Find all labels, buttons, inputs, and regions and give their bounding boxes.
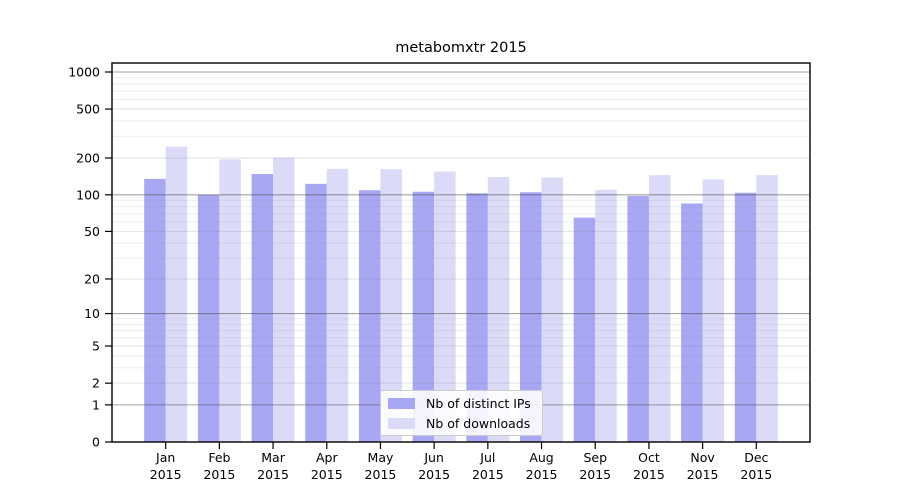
- bar-distinct-ips-feb: [197, 194, 220, 442]
- x-tick-label-month: Feb: [208, 450, 230, 465]
- y-tick-label: 2: [92, 376, 100, 391]
- bar-distinct-ips-aug: [520, 192, 542, 442]
- bar-downloads-may: [380, 169, 402, 442]
- legend-item-distinct-ips: Nb of distinct IPs: [388, 395, 542, 411]
- x-tick-label-month: Nov: [690, 450, 715, 465]
- x-tick-label-year: 2015: [472, 467, 504, 482]
- x-tick-label-year: 2015: [311, 467, 343, 482]
- y-tick-label: 1: [92, 397, 100, 412]
- bar-downloads-nov: [702, 179, 725, 442]
- y-tick-label: 5: [92, 339, 100, 354]
- legend-label-downloads: Nb of downloads: [426, 415, 531, 431]
- x-tick-label-year: 2015: [203, 467, 235, 482]
- y-tick-label: 20: [84, 271, 100, 286]
- bar-distinct-ips-jul: [466, 193, 488, 442]
- x-tick-label-year: 2015: [150, 467, 182, 482]
- x-tick-label-month: Jan: [155, 450, 175, 465]
- x-tick-label-month: Aug: [529, 450, 553, 465]
- chart-title: metabomxtr 2015: [395, 40, 527, 56]
- bar-downloads-mar: [273, 157, 295, 442]
- bar-downloads-jun: [434, 171, 456, 442]
- x-tick-label-year: 2015: [740, 467, 772, 482]
- x-tick-label-month: May: [368, 450, 394, 465]
- x-tick-label-month: Dec: [744, 450, 768, 465]
- bar-downloads-oct: [648, 175, 671, 443]
- y-tick-label: 1000: [68, 65, 100, 80]
- x-tick-label-month: Apr: [316, 450, 338, 465]
- x-tick-label-year: 2015: [418, 467, 450, 482]
- bar-distinct-ips-dec: [734, 192, 757, 442]
- legend: Nb of distinct IPs Nb of downloads: [380, 390, 543, 436]
- x-tick-label-month: Mar: [261, 450, 285, 465]
- y-tick-label: 0: [92, 435, 100, 450]
- x-tick-label-year: 2015: [579, 467, 611, 482]
- bar-downloads-feb: [219, 159, 241, 442]
- x-tick-label-year: 2015: [257, 467, 289, 482]
- legend-swatch-distinct-ips: [388, 397, 415, 409]
- y-tick-label: 100: [76, 187, 100, 202]
- bar-downloads-dec: [756, 175, 778, 443]
- y-tick-label: 500: [76, 102, 100, 117]
- x-tick-label-year: 2015: [365, 467, 397, 482]
- legend-item-downloads: Nb of downloads: [388, 415, 542, 431]
- bar-distinct-ips-nov: [681, 203, 703, 442]
- y-tick-label: 200: [76, 150, 100, 165]
- bar-downloads-aug: [541, 177, 564, 442]
- x-tick-label-month: Sep: [583, 450, 607, 465]
- bar-downloads-apr: [326, 168, 349, 443]
- x-tick-label-year: 2015: [687, 467, 719, 482]
- y-tick-label: 50: [84, 224, 100, 239]
- bar-distinct-ips-may: [358, 190, 381, 442]
- bar-distinct-ips-apr: [305, 183, 327, 442]
- x-tick-label-month: Jul: [479, 450, 495, 465]
- bar-distinct-ips-mar: [251, 174, 274, 443]
- bar-downloads-jul: [487, 176, 510, 442]
- y-tick-label: 10: [84, 306, 100, 321]
- x-tick-label-year: 2015: [526, 467, 558, 482]
- legend-swatch-downloads: [388, 417, 415, 429]
- x-tick-label-year: 2015: [633, 467, 665, 482]
- bar-distinct-ips-jun: [412, 191, 435, 442]
- x-tick-label-month: Oct: [638, 450, 660, 465]
- x-tick-label-month: Jun: [423, 450, 444, 465]
- legend-label-distinct-ips: Nb of distinct IPs: [426, 395, 531, 411]
- bar-distinct-ips-jan: [144, 178, 166, 442]
- plot-frame: [111, 62, 811, 443]
- bar-downloads-jan: [165, 146, 188, 442]
- bar-distinct-ips-sep: [573, 217, 596, 442]
- bar-distinct-ips-oct: [627, 195, 649, 442]
- bar-downloads-sep: [595, 189, 617, 442]
